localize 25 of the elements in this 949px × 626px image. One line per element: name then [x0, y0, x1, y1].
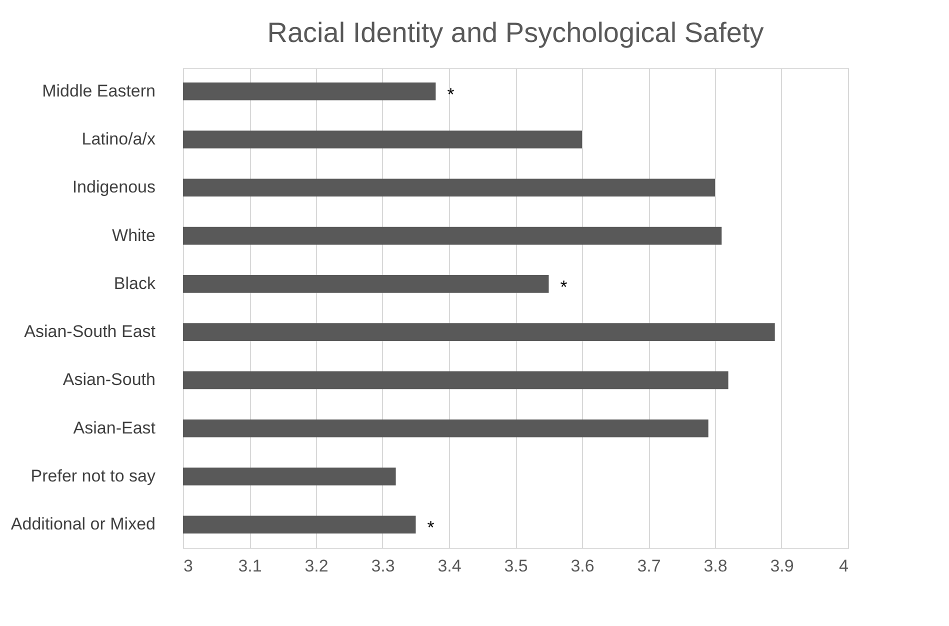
x-tick-label: 3.3	[371, 556, 395, 576]
annotation: *	[560, 276, 568, 297]
x-tick-label: 3.9	[770, 556, 794, 576]
x-tick-label: 3.8	[704, 556, 728, 576]
y-tick-label: White	[112, 226, 156, 245]
x-tick-label: 3.4	[438, 556, 462, 576]
y-tick-label: Indigenous	[72, 178, 156, 197]
y-tick-label: Asian-South	[62, 370, 156, 390]
y-tick-label: Latino/a/x	[82, 129, 156, 148]
x-tick-label: 3.2	[304, 556, 328, 576]
annotation: *	[447, 84, 454, 104]
y-tick-label: Middle Eastern	[42, 81, 156, 100]
y-tick-label: Prefer not to say	[30, 466, 156, 486]
x-tick-label: 3	[184, 556, 193, 576]
y-tick-label: Asian-South East	[24, 322, 156, 342]
x-tick-label: 3.7	[637, 556, 661, 576]
chart-title: Racial Identity and Psychological Safety	[267, 17, 764, 48]
y-tick-label: Additional or Mixed	[10, 514, 156, 534]
y-tick-label: Black	[114, 274, 156, 293]
x-tick-label: 3.5	[504, 556, 528, 576]
x-tick-label: 3.1	[238, 556, 262, 576]
x-tick-label: 4	[839, 556, 848, 576]
y-tick-label: Asian-East	[73, 418, 156, 438]
x-tick-label: 3.6	[570, 556, 594, 576]
annotation: *	[427, 518, 434, 538]
